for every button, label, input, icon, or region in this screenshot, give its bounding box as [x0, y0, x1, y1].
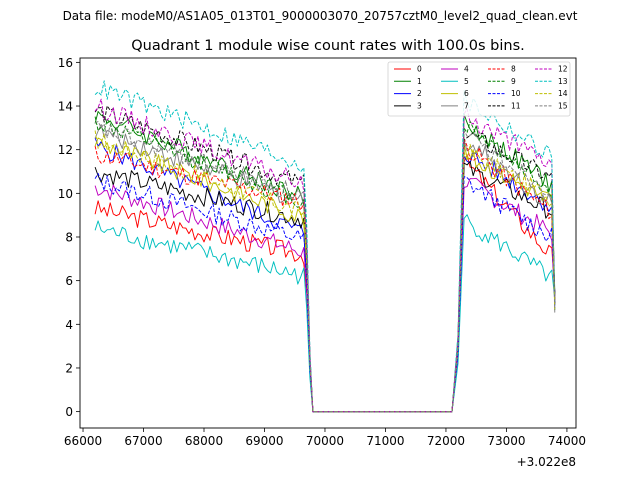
legend-label-9: 9: [511, 77, 516, 86]
series-line-3: [94, 160, 556, 413]
series-line-12: [94, 98, 556, 413]
legend-label-14: 14: [558, 89, 568, 98]
series-line-0: [94, 154, 556, 413]
legend-label-4: 4: [464, 65, 469, 74]
legend-label-8: 8: [511, 65, 516, 74]
y-tick-label: 2: [65, 361, 73, 375]
series-line-8: [94, 138, 556, 413]
x-tick-label: 70000: [306, 434, 344, 448]
legend-label-2: 2: [417, 89, 422, 98]
y-tick-label: 14: [58, 100, 73, 114]
legend-frame: [387, 61, 571, 117]
series-layer: [94, 80, 556, 413]
y-tick-label: 6: [65, 274, 73, 288]
x-tick-label: 74000: [548, 434, 586, 448]
series-line-15: [94, 121, 556, 413]
x-tick-label: 68000: [185, 434, 223, 448]
y-tick-label: 4: [65, 318, 73, 332]
legend-label-10: 10: [511, 89, 521, 98]
series-line-5: [94, 214, 556, 413]
legend-label-5: 5: [464, 77, 469, 86]
legend-label-0: 0: [417, 65, 422, 74]
chart-suptitle: Data file: modeM0/AS1A05_013T01_90000030…: [63, 9, 578, 23]
y-tick-label: 16: [58, 56, 73, 70]
chart-title: Quadrant 1 module wise count rates with …: [131, 38, 525, 54]
legend-label-13: 13: [558, 77, 568, 86]
series-line-10: [94, 173, 556, 413]
y-tick-label: 8: [65, 230, 73, 244]
legend-label-6: 6: [464, 89, 469, 98]
y-tick-label: 10: [58, 187, 73, 201]
x-tick-label: 67000: [124, 434, 162, 448]
axis-layer: 66000 67000 68000 69000 70000 71000 72000 73000…: [58, 56, 586, 448]
legend-label-7: 7: [464, 101, 469, 110]
x-offset-label: +3.022e8: [517, 455, 576, 469]
x-tick-label: 73000: [487, 434, 525, 448]
legend-label-12: 12: [558, 65, 568, 74]
legend-label-15: 15: [558, 101, 568, 110]
x-tick-label: 71000: [366, 434, 404, 448]
series-line-4: [94, 177, 556, 413]
legend-label-3: 3: [417, 101, 422, 110]
x-tick-label: 69000: [245, 434, 283, 448]
y-tick-label: 12: [58, 143, 73, 157]
y-tick-label: 0: [65, 405, 73, 419]
series-line-14: [94, 130, 556, 413]
plot-frame: [79, 57, 577, 429]
x-tick-label: 72000: [427, 434, 465, 448]
series-line-9: [94, 116, 556, 413]
legend-label-11: 11: [511, 101, 521, 110]
legend-label-1: 1: [417, 77, 422, 86]
series-line-6: [94, 137, 556, 413]
x-tick-label: 66000: [64, 434, 102, 448]
